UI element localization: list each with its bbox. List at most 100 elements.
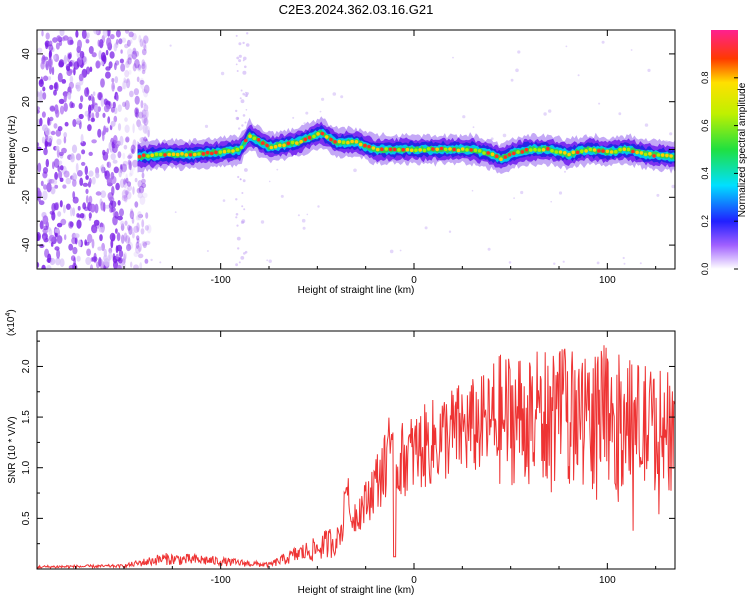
noise-blob [40, 180, 44, 187]
noise-blob [124, 124, 130, 133]
noise-blob [56, 148, 60, 158]
ridge-core-point [150, 153, 154, 157]
noise-blob [127, 237, 131, 247]
noise-blob [95, 61, 100, 69]
noise-blob [141, 61, 147, 72]
ridge-core-point [592, 148, 597, 152]
noise-blob [124, 30, 130, 34]
noise-blob [133, 264, 139, 269]
noise-blob [131, 148, 134, 154]
noise-blob [124, 100, 130, 111]
ridge-core-point [278, 143, 282, 148]
noise-blob [110, 239, 114, 249]
ridge-core-point [405, 147, 410, 152]
ridge-core-point [269, 145, 274, 150]
noise-blob [100, 78, 105, 88]
ridge-core-point [588, 147, 593, 152]
noise-blob [130, 261, 133, 268]
noise-blob [88, 170, 94, 177]
noise-speck [302, 226, 306, 230]
snr-frame [36, 330, 676, 570]
noise-blob [137, 192, 144, 199]
noise-blob [62, 184, 67, 189]
noise-blob [100, 97, 105, 107]
ridge-core-point [558, 150, 563, 154]
ridge-core-point [533, 147, 537, 152]
noise-blob [132, 186, 135, 195]
noise-blob [63, 234, 67, 241]
noise-speck [647, 68, 651, 72]
noise-blob [120, 63, 126, 72]
noise-blob [123, 178, 127, 185]
streak-speck [244, 93, 248, 98]
noise-blob [102, 55, 107, 63]
ridge-core-point [397, 148, 401, 152]
streak-speck [244, 65, 247, 69]
noise-blob [52, 54, 57, 60]
ridge-core-point [473, 148, 478, 152]
noise-speck [564, 170, 566, 173]
ridge-core-point [575, 150, 580, 155]
noise-speck [509, 218, 512, 221]
noise-blob [102, 112, 106, 118]
noise-blob [132, 231, 135, 239]
noise-blob [134, 107, 138, 118]
noise-speck [548, 109, 552, 113]
colorbar-tick-label: 0.0 [700, 263, 710, 276]
noise-blob [143, 117, 149, 126]
noise-blob [94, 203, 99, 214]
ridge-core-point [665, 153, 669, 158]
noise-blob [142, 241, 147, 249]
noise-speck [669, 132, 673, 136]
noise-speck [565, 45, 568, 48]
ridge-core-point [141, 153, 146, 157]
ridge-core-point [167, 152, 171, 157]
noise-blob [134, 107, 140, 115]
noise-blob [67, 92, 71, 100]
noise-blob [51, 66, 55, 76]
noise-speck [174, 211, 177, 214]
noise-blob [86, 32, 90, 39]
noise-blob [118, 38, 123, 45]
noise-blob [90, 117, 96, 123]
ridge-core-point [507, 152, 512, 157]
noise-blob [91, 139, 97, 144]
noise-speck [452, 56, 454, 59]
noise-blob [41, 264, 46, 269]
noise-blob [44, 40, 50, 47]
noise-blob [111, 82, 115, 92]
noise-blob [135, 215, 140, 221]
noise-blob [54, 232, 58, 238]
noise-blob [41, 56, 46, 65]
streak-speck [238, 54, 242, 58]
streak-speck [235, 116, 239, 121]
noise-blob [140, 100, 144, 109]
ridge-core-point [384, 147, 389, 151]
noise-blob [141, 182, 147, 189]
noise-blob [142, 192, 148, 199]
ridge-core-point [222, 149, 227, 154]
ridge-core-point [197, 152, 201, 156]
noise-blob [74, 233, 80, 239]
ridge-core-point [282, 143, 286, 148]
noise-blob [119, 135, 124, 146]
y-tick-label: -20 [21, 190, 32, 205]
noise-blob [137, 213, 144, 219]
snr-series-line [37, 345, 675, 569]
noise-blob [100, 190, 107, 198]
noise-blob [77, 205, 81, 211]
noise-blob [60, 218, 67, 226]
noise-blob [37, 106, 41, 111]
ridge-core-point [656, 153, 661, 157]
noise-blob [46, 182, 52, 193]
streak-speck [244, 168, 248, 172]
noise-blob [98, 257, 102, 267]
ridge-core-point [171, 152, 176, 156]
noise-blob [127, 241, 133, 250]
noise-blob [57, 126, 63, 132]
noise-blob [82, 202, 87, 210]
ridge-core-point [524, 147, 529, 152]
ridge-core-point [307, 135, 312, 140]
noise-speck [389, 249, 394, 254]
ridge-core-point [571, 150, 576, 155]
